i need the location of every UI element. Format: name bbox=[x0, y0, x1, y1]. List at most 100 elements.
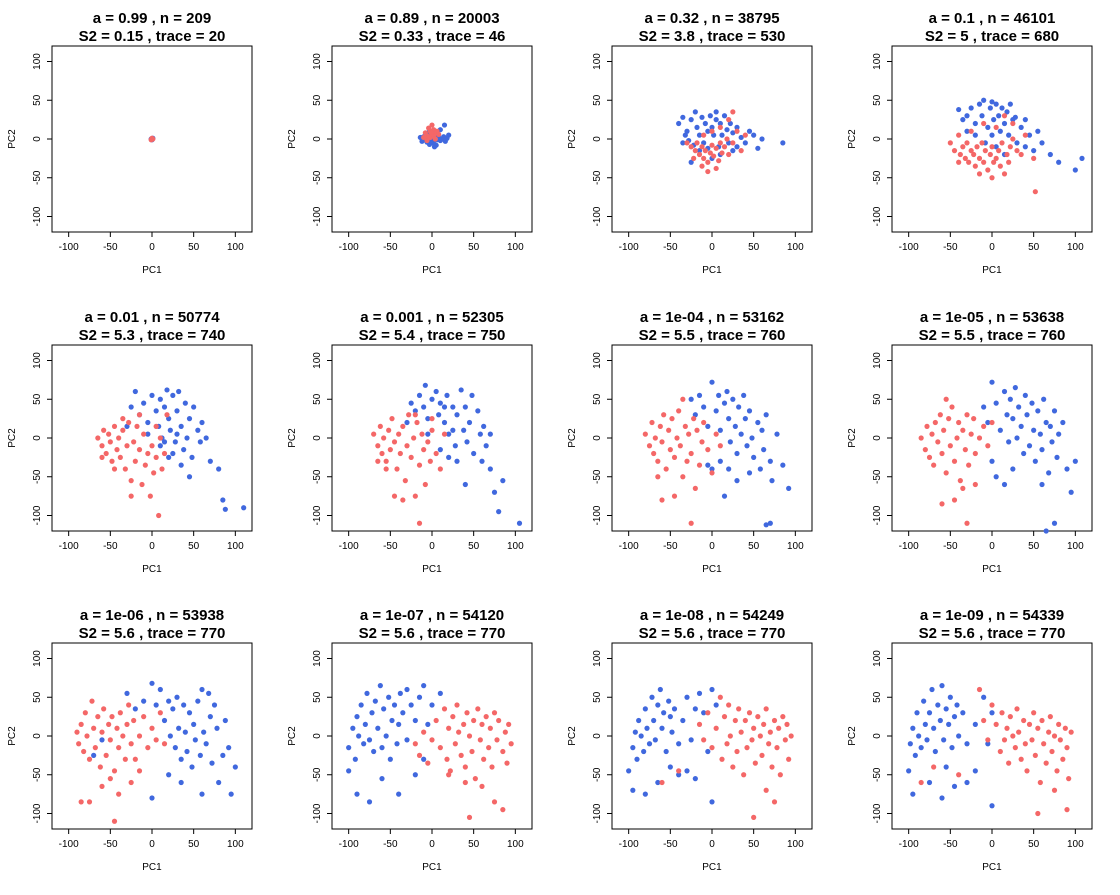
data-point-red bbox=[694, 427, 700, 433]
data-point-blue bbox=[713, 408, 719, 414]
data-point-red bbox=[1032, 752, 1038, 758]
data-point-red bbox=[691, 416, 697, 422]
data-point-red bbox=[128, 493, 134, 499]
data-point-red bbox=[726, 117, 732, 123]
data-point-blue bbox=[145, 419, 151, 426]
data-point-blue bbox=[981, 694, 987, 700]
data-point-blue bbox=[701, 710, 707, 716]
data-point-red bbox=[136, 412, 143, 418]
data-point-red bbox=[97, 764, 103, 770]
y-tick-label: -100 bbox=[32, 206, 43, 226]
data-point-red bbox=[411, 435, 417, 441]
panel-title: a = 0.89 , n = 20003 bbox=[364, 10, 499, 27]
data-point-blue bbox=[716, 392, 722, 398]
data-point-blue bbox=[170, 450, 176, 457]
data-point-blue bbox=[361, 741, 367, 747]
data-point-blue bbox=[149, 680, 155, 686]
data-point-blue bbox=[379, 745, 385, 751]
data-point-blue bbox=[170, 392, 176, 398]
plot-frame bbox=[51, 344, 253, 532]
data-point-blue bbox=[475, 408, 481, 414]
data-point-red bbox=[742, 132, 748, 138]
data-point-red bbox=[646, 443, 653, 449]
data-point-blue bbox=[166, 416, 172, 422]
data-point-blue bbox=[1079, 155, 1085, 161]
data-point-red bbox=[89, 698, 95, 704]
data-point-red bbox=[666, 427, 672, 433]
data-point-blue bbox=[960, 710, 966, 716]
data-point-blue bbox=[939, 683, 945, 689]
data-point-blue bbox=[914, 710, 920, 716]
data-point-blue bbox=[989, 132, 995, 138]
data-point-blue bbox=[429, 702, 435, 708]
x-tick-label: -100 bbox=[339, 242, 359, 253]
data-point-blue bbox=[1006, 132, 1012, 138]
data-point-blue bbox=[1018, 423, 1024, 429]
data-point-blue bbox=[964, 779, 970, 786]
panel-title: a = 1e-08 , n = 54249 bbox=[640, 607, 784, 624]
data-point-blue bbox=[726, 466, 732, 472]
data-point-blue bbox=[362, 721, 368, 727]
data-point-blue bbox=[985, 419, 991, 426]
data-point-red bbox=[151, 470, 157, 476]
data-point-red bbox=[976, 435, 983, 441]
data-point-red bbox=[122, 466, 128, 472]
data-point-red bbox=[677, 443, 683, 449]
data-point-red bbox=[437, 466, 443, 472]
data-point-red bbox=[960, 485, 966, 491]
data-point-red bbox=[742, 717, 748, 724]
data-point-red bbox=[981, 159, 987, 165]
y-tick-label: 0 bbox=[32, 435, 43, 441]
data-point-blue bbox=[1014, 140, 1020, 146]
data-point-red bbox=[655, 474, 661, 480]
data-point-red bbox=[774, 745, 780, 751]
data-point-red bbox=[429, 416, 435, 422]
x-tick-label: 0 bbox=[149, 839, 155, 850]
data-point-red bbox=[1004, 725, 1010, 731]
data-point-red bbox=[383, 458, 389, 464]
data-point-blue bbox=[429, 140, 435, 146]
x-tick-label: 100 bbox=[507, 541, 524, 552]
data-point-blue bbox=[1001, 481, 1008, 488]
data-point-blue bbox=[671, 706, 678, 712]
data-point-blue bbox=[709, 686, 715, 693]
y-axis-label: PC2 bbox=[287, 726, 298, 746]
data-point-red bbox=[713, 145, 719, 151]
data-point-blue bbox=[713, 117, 719, 123]
data-point-blue bbox=[174, 431, 180, 437]
data-point-red bbox=[724, 136, 730, 142]
data-point-blue bbox=[736, 404, 742, 410]
data-point-blue bbox=[943, 764, 949, 770]
data-point-red bbox=[730, 140, 736, 146]
y-tick-label: 50 bbox=[312, 94, 323, 106]
data-point-blue bbox=[481, 423, 487, 429]
data-point-red bbox=[402, 478, 408, 484]
data-point-blue bbox=[412, 408, 418, 414]
data-point-blue bbox=[186, 416, 193, 422]
x-tick-label: -100 bbox=[59, 839, 79, 850]
data-point-red bbox=[128, 779, 134, 786]
data-point-red bbox=[749, 737, 755, 743]
data-point-red bbox=[968, 148, 974, 154]
data-point-blue bbox=[989, 458, 995, 464]
data-point-red bbox=[161, 741, 168, 747]
data-point-blue bbox=[483, 443, 489, 449]
data-point-red bbox=[931, 462, 937, 468]
data-point-blue bbox=[751, 454, 757, 460]
data-point-blue bbox=[425, 721, 431, 727]
plot-frame bbox=[331, 642, 533, 830]
x-tick-label: 0 bbox=[709, 242, 715, 253]
data-point-blue bbox=[184, 748, 190, 755]
data-point-blue bbox=[696, 148, 703, 154]
x-tick-label: -50 bbox=[103, 839, 118, 850]
data-point-red bbox=[1039, 717, 1045, 724]
data-point-blue bbox=[726, 416, 732, 422]
data-point-blue bbox=[408, 702, 414, 708]
data-point-red bbox=[416, 752, 423, 758]
data-point-red bbox=[671, 454, 678, 460]
data-point-red bbox=[989, 144, 995, 150]
data-point-red bbox=[1057, 737, 1063, 743]
data-point-blue bbox=[780, 462, 786, 468]
data-point-red bbox=[483, 714, 489, 720]
